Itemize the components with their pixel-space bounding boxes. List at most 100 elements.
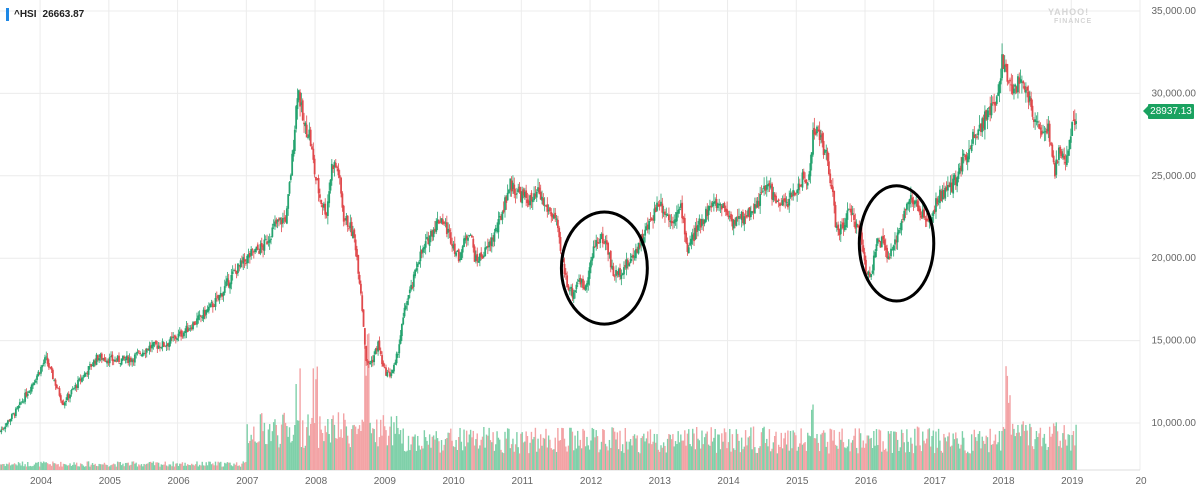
volume-bar — [935, 431, 937, 470]
candle-body — [209, 303, 212, 308]
volume-bar — [64, 464, 66, 470]
volume-bar — [849, 451, 851, 470]
volume-bar — [648, 443, 650, 470]
volume-bar — [4, 466, 6, 470]
volume-bar — [7, 464, 9, 470]
volume-bar — [440, 440, 443, 470]
candle-body — [542, 198, 545, 205]
candle-body — [522, 189, 525, 196]
candle-body — [254, 249, 257, 253]
candle-body — [662, 212, 665, 214]
candle-body — [749, 211, 752, 217]
candle-body — [600, 233, 603, 240]
ticker-value: 26663.87 — [42, 9, 85, 20]
volume-bar — [421, 445, 423, 470]
candle-body — [129, 357, 132, 362]
volume-bar — [458, 437, 460, 470]
volume-bar — [583, 430, 586, 470]
candle-body — [587, 277, 590, 285]
volume-bar — [202, 465, 205, 470]
volume-bar — [775, 431, 777, 470]
volume-bar — [821, 432, 823, 470]
candle-body — [53, 380, 56, 382]
candle-body — [911, 197, 914, 203]
candle-body — [765, 184, 768, 190]
volume-bar — [101, 464, 103, 470]
volume-bar — [164, 461, 166, 470]
volume-bar — [337, 412, 340, 470]
candle-body — [928, 220, 931, 223]
candle-body — [814, 131, 817, 135]
candle-body — [780, 203, 783, 205]
candle-body — [919, 208, 922, 216]
volume-bar — [1062, 433, 1064, 470]
candle-body — [567, 285, 570, 290]
candle-body — [711, 202, 714, 207]
candle-body — [612, 266, 615, 276]
volume-bar — [275, 424, 277, 470]
candle-body — [123, 356, 126, 359]
price-tag-pointer — [1143, 106, 1148, 116]
volume-bar — [588, 449, 591, 470]
candle-body — [584, 285, 587, 290]
volume-bar — [287, 436, 289, 470]
candle-body — [576, 282, 579, 284]
volume-bar — [1011, 423, 1014, 470]
candle-body — [469, 234, 472, 236]
volume-bar — [352, 425, 354, 470]
candle-body — [608, 252, 611, 255]
volume-bar — [803, 443, 805, 470]
candle-body — [85, 372, 87, 374]
volume-bar — [345, 426, 348, 470]
candle-body — [5, 423, 8, 426]
candle-body — [1027, 91, 1030, 103]
candle-body — [275, 219, 278, 224]
volume-bar — [448, 432, 451, 470]
candle-body — [283, 217, 286, 219]
candle-body — [716, 203, 719, 209]
volume-bar — [655, 442, 657, 470]
volume-bar — [153, 465, 156, 470]
volume-bar — [985, 435, 987, 470]
volume-bar — [932, 430, 935, 470]
volume-bar — [487, 435, 489, 470]
volume-bar — [0, 464, 3, 470]
candle-body — [485, 247, 488, 248]
candle-body — [321, 205, 324, 208]
volume-bar — [280, 424, 283, 470]
candle-body — [957, 171, 960, 179]
volume-bar — [407, 435, 410, 470]
ticker-label[interactable]: ^HSI 26663.87 — [6, 8, 84, 21]
volume-bar — [57, 464, 59, 470]
volume-bar — [500, 449, 502, 470]
volume-bar — [990, 444, 993, 470]
candle-body — [673, 220, 676, 224]
volume-bar — [730, 451, 732, 470]
volume-bar — [718, 434, 720, 470]
volume-bar — [814, 438, 817, 470]
volume-bar — [734, 450, 736, 470]
candle-body — [518, 186, 521, 193]
volume-bar — [594, 437, 596, 470]
candle-body — [453, 243, 456, 254]
volume-bar — [450, 428, 452, 470]
volume-bar — [976, 440, 978, 470]
candle-body — [642, 237, 645, 244]
volume-bar — [665, 452, 667, 470]
volume-bar — [891, 452, 894, 470]
candle-body — [400, 324, 403, 337]
volume-bar — [15, 464, 17, 470]
candle-body — [69, 394, 71, 399]
candle-body — [862, 245, 865, 253]
candle-body — [631, 255, 633, 258]
candle-body — [48, 363, 50, 368]
candle-body — [498, 216, 501, 218]
candle-body — [501, 211, 504, 220]
candle-body — [350, 221, 353, 236]
candle-body — [783, 198, 785, 201]
volume-bar — [119, 462, 122, 470]
volume-bar — [418, 445, 420, 470]
volume-bar — [481, 436, 484, 470]
volume-bar — [686, 433, 689, 470]
